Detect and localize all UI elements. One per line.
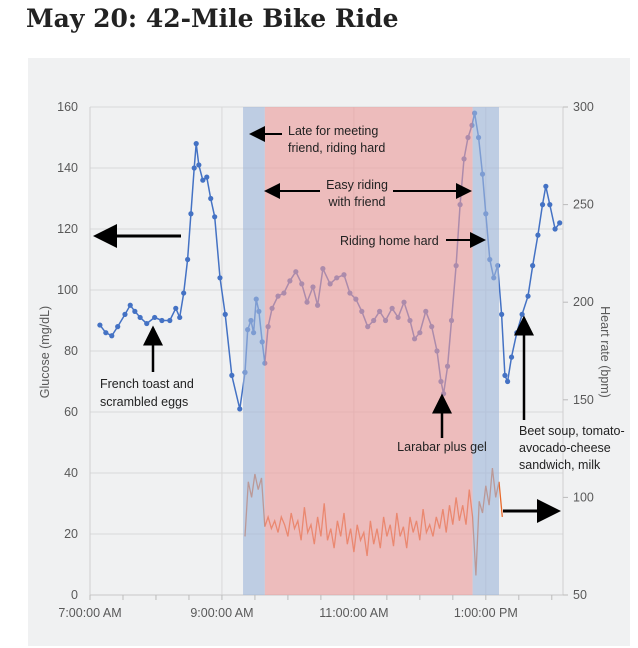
glucose-point — [212, 214, 218, 220]
glucose-point — [217, 275, 223, 281]
y-tick-label: 40 — [64, 466, 78, 480]
glucose-point — [552, 226, 558, 232]
y2-tick-label: 100 — [573, 490, 594, 504]
page-title: May 20: 42-Mile Bike Ride — [26, 4, 399, 33]
y-tick-label: 20 — [64, 527, 78, 541]
glucose-point — [539, 202, 546, 208]
y-tick-label: 60 — [64, 405, 78, 419]
y-tick-label: 160 — [57, 100, 78, 114]
annotation-home: Riding home hard — [340, 234, 439, 248]
glucose-point — [514, 330, 520, 336]
x-tick-label: 7:00:00 AM — [58, 606, 121, 620]
x-tick-label: 1:00:00 PM — [454, 606, 518, 620]
y2-tick-label: 50 — [573, 588, 587, 602]
band-easy-riding — [264, 107, 473, 595]
band-riding-home-hard — [472, 107, 500, 595]
glucose-point — [159, 317, 165, 324]
glucose-point — [193, 141, 199, 147]
glucose-point — [519, 311, 525, 317]
glucose-point — [127, 302, 133, 308]
glucose-point — [508, 354, 515, 360]
y-tick-label: 100 — [57, 283, 78, 297]
annotation-breakfast-2: scrambled eggs — [100, 395, 188, 409]
glucose-point — [200, 177, 206, 183]
y-tick-label: 0 — [71, 588, 78, 602]
glucose-point — [208, 195, 214, 202]
glucose-point — [502, 372, 508, 378]
glucose-point — [525, 293, 531, 299]
x-tick-label: 11:00:00 AM — [319, 606, 388, 620]
glucose-point — [229, 372, 235, 378]
annotations: Late for meeting friend, riding hard Eas… — [93, 124, 625, 523]
y2-tick-label: 250 — [573, 198, 594, 212]
annotation-larabar: Larabar plus gel — [397, 440, 487, 454]
glucose-point — [132, 308, 138, 314]
y-tick-label: 80 — [64, 344, 78, 358]
annotation-easy-1: Easy riding — [326, 178, 388, 192]
y-tick-label: 120 — [57, 222, 78, 236]
glucose-point — [173, 305, 179, 311]
glucose-point — [122, 311, 128, 317]
glucose-point — [543, 183, 549, 189]
glucose-point — [152, 314, 158, 321]
annotation-easy-2: with friend — [328, 195, 386, 209]
annotation-late-2: friend, riding hard — [288, 141, 385, 155]
band-riding-hard-out — [243, 107, 265, 595]
glucose-point — [181, 290, 187, 296]
glucose-point — [504, 378, 511, 385]
glucose-point — [222, 311, 228, 317]
y2-axis-label: Heart rate (bpm) — [598, 306, 612, 398]
glucose-point — [557, 220, 563, 226]
glucose-point — [185, 256, 191, 263]
y-tick-label: 140 — [57, 161, 78, 175]
glucose-point — [530, 263, 536, 269]
annotation-lunch-2: avocado-cheese — [519, 441, 611, 455]
glucose-point — [196, 162, 202, 168]
glucose-point — [499, 311, 505, 317]
glucose-point — [103, 330, 109, 336]
glucose-point — [144, 320, 150, 327]
y2-tick-label: 200 — [573, 295, 594, 309]
annotation-late-1: Late for meeting — [288, 124, 378, 138]
glucose-point — [191, 165, 197, 171]
annotation-lunch-3: sandwich, milk — [519, 458, 601, 472]
annotation-breakfast-1: French toast and — [100, 377, 194, 391]
glucose-point — [535, 232, 541, 238]
glucose-point — [204, 174, 210, 180]
glucose-point — [167, 317, 173, 324]
glucose-point — [115, 324, 121, 330]
glucose-point — [237, 406, 243, 412]
glucose-point — [188, 211, 194, 217]
glucose-point — [177, 314, 183, 321]
glucose-point — [97, 322, 103, 328]
glucose-point — [109, 333, 115, 339]
y2-tick-label: 300 — [573, 100, 594, 114]
annotation-lunch-1: Beet soup, tomato- — [519, 424, 625, 438]
y2-tick-label: 150 — [573, 393, 594, 407]
x-tick-label: 9:00:00 AM — [190, 606, 253, 620]
glucose-point — [547, 202, 553, 208]
y-axis-label: Glucose (mg/dL) — [38, 306, 52, 398]
glucose-point — [137, 314, 143, 321]
